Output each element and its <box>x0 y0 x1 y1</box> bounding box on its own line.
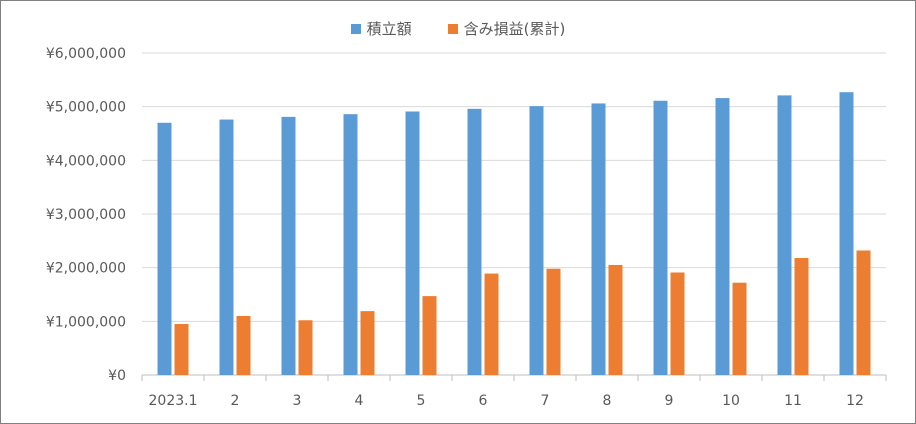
y-tick-label: ¥1,000,000 <box>46 314 126 330</box>
bar-series-2 <box>174 324 189 375</box>
x-tick-label: 2023.1 <box>149 393 198 409</box>
x-tick-label: 7 <box>541 393 550 409</box>
bar-series-1 <box>405 111 420 375</box>
legend-item-series-1: 積立額 <box>350 18 412 39</box>
legend-label-series-2: 含み損益(累計) <box>463 20 566 38</box>
legend-swatch-series-2 <box>447 23 458 34</box>
bar-series-2 <box>236 315 251 375</box>
bar-series-2 <box>298 320 313 375</box>
bar-series-2 <box>732 282 747 375</box>
bar-series-2 <box>484 273 499 375</box>
bar-series-2 <box>794 258 809 375</box>
bar-series-1 <box>715 98 730 375</box>
x-tick-label: 4 <box>355 393 364 409</box>
bar-series-2 <box>608 264 623 375</box>
bar-series-1 <box>157 122 172 376</box>
bar-series-1 <box>219 119 234 376</box>
x-tick-label: 8 <box>603 393 612 409</box>
bar-series-1 <box>281 116 296 375</box>
bar-series-1 <box>467 108 482 376</box>
bar-series-1 <box>653 100 668 375</box>
bar-series-1 <box>839 92 854 375</box>
bar-series-1 <box>529 106 544 375</box>
bar-series-1 <box>777 95 792 375</box>
y-tick-label: ¥5,000,000 <box>46 100 126 116</box>
y-tick-label: ¥4,000,000 <box>46 153 126 169</box>
bar-series-1 <box>343 114 358 376</box>
x-tick-label: 12 <box>846 393 864 409</box>
bar-series-2 <box>670 272 685 375</box>
x-tick-label: 3 <box>293 393 302 409</box>
x-tick-label: 5 <box>417 393 426 409</box>
legend: 積立額 含み損益(累計) <box>0 18 916 39</box>
y-tick-label: ¥6,000,000 <box>46 46 126 62</box>
y-tick-label: ¥2,000,000 <box>46 261 126 277</box>
bar-series-1 <box>591 103 606 376</box>
bar-series-2 <box>422 296 437 375</box>
y-tick-label: ¥3,000,000 <box>46 207 126 223</box>
legend-label-series-1: 積立額 <box>366 20 412 38</box>
y-tick-label: ¥0 <box>108 368 126 384</box>
x-tick-label: 6 <box>479 393 488 409</box>
x-tick-label: 10 <box>722 393 740 409</box>
bar-series-2 <box>546 268 561 375</box>
legend-swatch-series-1 <box>350 23 361 34</box>
x-tick-label: 2 <box>231 393 240 409</box>
bar-series-2 <box>856 250 871 375</box>
x-tick-label: 11 <box>784 393 802 409</box>
bar-series-2 <box>360 311 375 375</box>
legend-item-series-2: 含み損益(累計) <box>447 18 566 39</box>
x-tick-label: 9 <box>665 393 674 409</box>
